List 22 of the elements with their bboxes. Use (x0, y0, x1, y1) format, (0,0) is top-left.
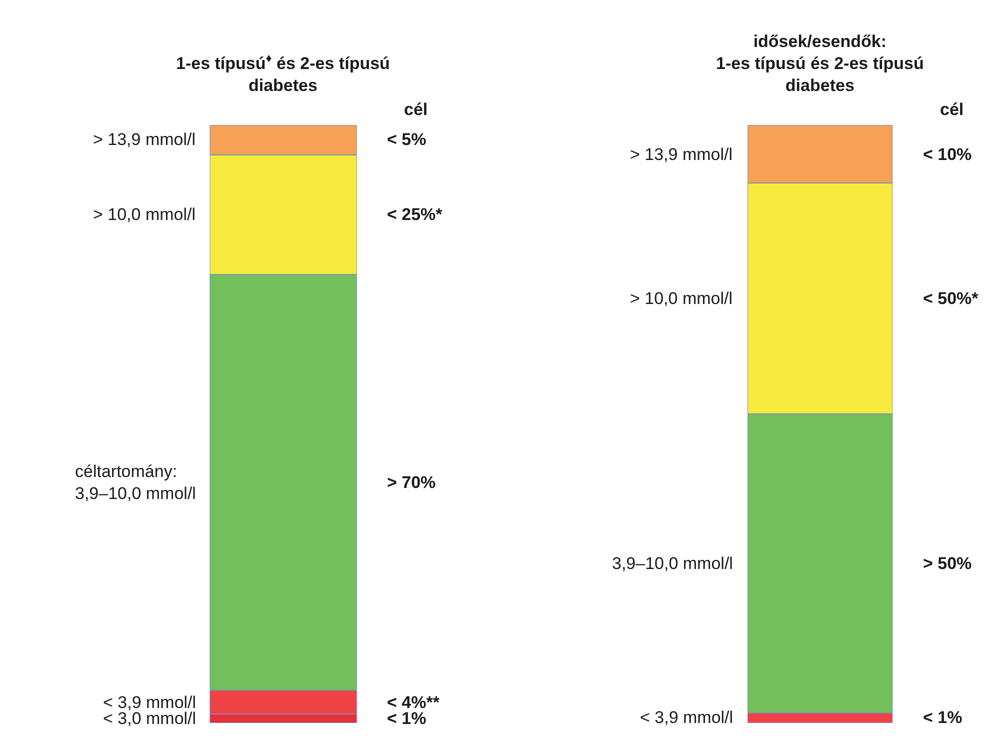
series-label: > 13,9 mmol/l (630, 145, 733, 164)
text: < 25%* (387, 205, 443, 224)
series-label: > 10,0 mmol/l (630, 289, 733, 308)
series-label: > 13,9 mmol/l (93, 130, 196, 149)
text: < 1% (923, 708, 962, 727)
text: < 50%* (923, 289, 979, 308)
text: < 5% (387, 130, 426, 149)
series-label: < 3,9 mmol/l (640, 708, 734, 727)
chart-title: 1-es típusú$^{♦}$ és 2-es típusú diabetes (176, 51, 390, 96)
chart-title: idősek/esendők: 1-es típusú és 2-es típusú diabetes (716, 32, 924, 96)
series-label: céltartomány: 3,9–10,0 mmol/l (75, 462, 196, 504)
text: < 1% (387, 709, 426, 728)
text: cél (404, 100, 428, 119)
series-label: > 10,0 mmol/l (93, 205, 196, 224)
series-label: < 3,9 mmol/l (103, 693, 196, 712)
text: < 4%** (387, 693, 440, 712)
series-label: 3,9–10,0 mmol/l (612, 554, 733, 573)
text: > 50% (923, 554, 972, 573)
series-label: < 3,0 mmol/l (103, 709, 196, 728)
text: cél (940, 100, 964, 119)
text: > 70% (387, 473, 436, 492)
text: < 10% (923, 145, 972, 164)
